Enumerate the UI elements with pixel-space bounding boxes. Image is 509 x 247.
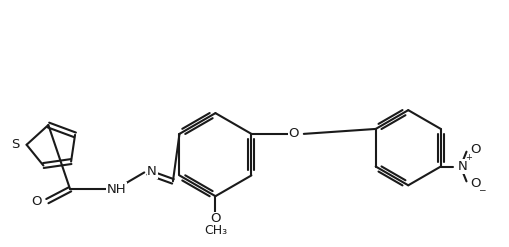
Text: NH: NH <box>107 183 126 196</box>
Text: −: − <box>478 185 486 194</box>
Text: O: O <box>289 127 299 140</box>
Text: CH₃: CH₃ <box>204 224 227 237</box>
Text: +: + <box>466 153 472 162</box>
Text: O: O <box>470 143 481 156</box>
Text: O: O <box>31 195 41 208</box>
Text: N: N <box>147 165 157 178</box>
Text: O: O <box>470 177 481 190</box>
Text: S: S <box>11 138 20 151</box>
Text: O: O <box>210 212 221 226</box>
Text: N: N <box>458 160 467 173</box>
